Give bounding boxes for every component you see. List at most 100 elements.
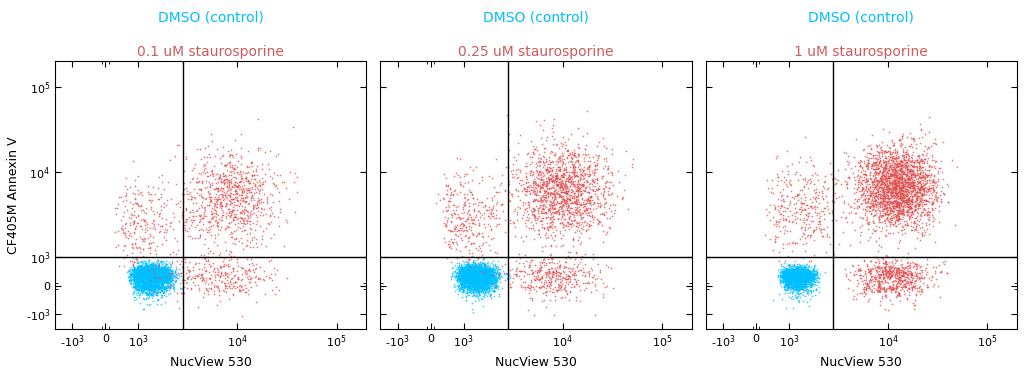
Point [539, 198, 555, 204]
Point [455, 275, 471, 281]
Point [128, 214, 144, 220]
Point [467, 293, 483, 299]
Point [134, 282, 151, 288]
Point [787, 274, 804, 280]
Point [118, 190, 134, 196]
Point [470, 275, 486, 281]
Point [899, 272, 915, 278]
Point [227, 214, 244, 220]
Point [135, 274, 152, 280]
Point [141, 278, 158, 284]
Point [873, 244, 890, 250]
Point [141, 267, 158, 273]
Point [811, 218, 827, 224]
Point [468, 273, 484, 279]
Point [798, 273, 814, 279]
Point [547, 210, 563, 216]
Point [467, 265, 483, 271]
Point [790, 269, 806, 275]
Point [146, 271, 163, 277]
Point [138, 264, 155, 270]
Point [476, 274, 493, 280]
Point [556, 262, 572, 268]
Point [602, 179, 618, 185]
Point [455, 284, 471, 290]
Point [870, 159, 887, 165]
Point [781, 274, 798, 280]
Point [508, 186, 524, 192]
Point [796, 267, 812, 273]
Point [781, 199, 798, 205]
Point [144, 284, 161, 290]
Point [473, 264, 489, 270]
Point [540, 234, 556, 240]
Point [791, 279, 807, 285]
Point [894, 135, 910, 141]
Point [136, 271, 153, 277]
Point [878, 223, 894, 229]
Point [545, 122, 561, 128]
Point [791, 267, 807, 273]
Point [143, 282, 160, 288]
Point [211, 173, 227, 179]
Point [146, 282, 163, 288]
Point [878, 189, 894, 195]
Point [790, 270, 806, 276]
Point [561, 276, 578, 282]
Point [788, 287, 805, 293]
Point [552, 279, 568, 285]
Point [847, 268, 863, 274]
Point [487, 277, 504, 283]
Point [800, 264, 816, 270]
Point [484, 274, 501, 280]
Point [484, 273, 501, 279]
Point [145, 269, 162, 275]
Point [466, 272, 482, 278]
Point [221, 179, 238, 185]
Point [552, 273, 568, 279]
Point [130, 274, 146, 280]
Point [559, 219, 575, 225]
Point [783, 194, 800, 200]
Point [124, 266, 140, 272]
Point [887, 171, 903, 177]
Point [869, 287, 886, 293]
Point [470, 287, 486, 293]
Point [882, 162, 898, 168]
Point [782, 273, 799, 279]
Point [528, 268, 545, 274]
Point [553, 189, 569, 195]
Point [141, 280, 158, 287]
Point [890, 178, 906, 184]
Point [472, 271, 488, 277]
Point [798, 274, 814, 280]
Point [795, 268, 811, 274]
Point [853, 192, 869, 198]
Point [176, 180, 193, 186]
Point [483, 206, 500, 212]
Point [484, 267, 501, 273]
Point [896, 167, 912, 173]
Point [803, 264, 819, 270]
Point [569, 144, 586, 150]
Point [148, 272, 165, 278]
Point [484, 288, 501, 294]
Point [512, 177, 528, 183]
Point [487, 188, 504, 194]
Point [133, 271, 150, 277]
Point [138, 272, 155, 278]
Point [870, 190, 887, 196]
Point [135, 274, 152, 280]
Point [462, 277, 478, 283]
Point [454, 264, 470, 270]
Point [570, 152, 587, 158]
Point [895, 273, 911, 279]
Point [578, 200, 594, 206]
Point [855, 277, 871, 283]
Point [816, 185, 833, 191]
Point [145, 273, 162, 279]
Point [134, 270, 151, 276]
Point [531, 162, 548, 168]
Point [140, 273, 157, 279]
Point [250, 147, 266, 153]
